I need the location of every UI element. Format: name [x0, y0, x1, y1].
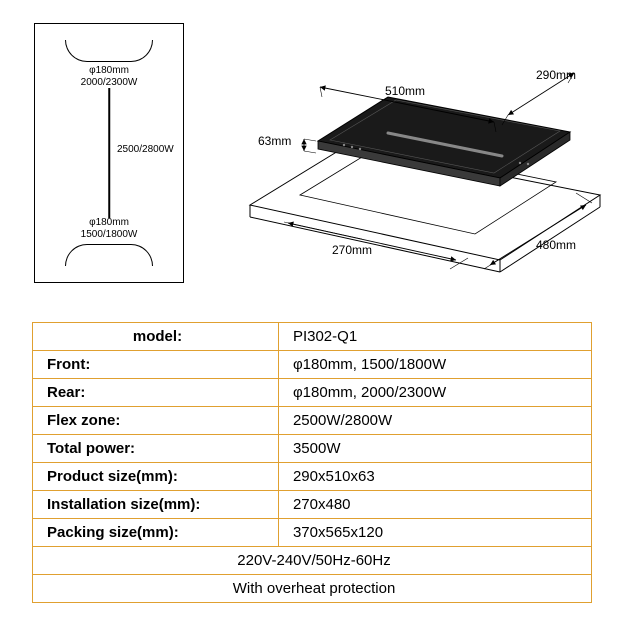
table-row: model: PI302-Q1	[33, 323, 592, 351]
row-value: φ180mm, 1500/1800W	[278, 351, 591, 379]
table-row: Front: φ180mm, 1500/1800W	[33, 351, 592, 379]
table-footer-row: With overheat protection	[33, 575, 592, 603]
spec-table: model: PI302-Q1 Front: φ180mm, 1500/1800…	[32, 322, 592, 603]
dim-63: 63mm	[258, 134, 316, 153]
rear-zone-label: φ180mm 2000/2300W	[81, 65, 138, 89]
row-label: Front:	[33, 351, 279, 379]
dim-label-290: 290mm	[536, 68, 576, 82]
dim-label-480: 480mm	[536, 238, 576, 252]
front-zone-arc	[65, 244, 153, 266]
table-row: Total power: 3500W	[33, 435, 592, 463]
rear-zone-arc	[65, 40, 153, 62]
table-footer-row: 220V-240V/50Hz-60Hz	[33, 547, 592, 575]
flex-zone-label: 2500/2800W	[117, 144, 174, 156]
cooktop-schematic: φ180mm 2000/2300W 2500/2800W φ180mm 1500…	[34, 23, 184, 283]
row-value: 270x480	[278, 491, 591, 519]
dim-label-510: 510mm	[385, 84, 425, 98]
table-row: Packing size(mm): 370x565x120	[33, 519, 592, 547]
front-zone-label: φ180mm 1500/1800W	[81, 217, 138, 241]
row-value: 2500W/2800W	[278, 407, 591, 435]
row-value: PI302-Q1	[278, 323, 591, 351]
footer-protection: With overheat protection	[33, 575, 592, 603]
row-value: 290x510x63	[278, 463, 591, 491]
row-label: Flex zone:	[33, 407, 279, 435]
dim-290: 290mm	[502, 68, 576, 125]
row-label: Installation size(mm):	[33, 491, 279, 519]
dim-label-63: 63mm	[258, 134, 291, 148]
table-row: Product size(mm): 290x510x63	[33, 463, 592, 491]
table-row: Installation size(mm): 270x480	[33, 491, 592, 519]
schematic-center-line	[108, 88, 110, 218]
top-diagram-section: φ180mm 2000/2300W 2500/2800W φ180mm 1500…	[0, 15, 625, 305]
row-label: Rear:	[33, 379, 279, 407]
row-value: 3500W	[278, 435, 591, 463]
footer-voltage: 220V-240V/50Hz-60Hz	[33, 547, 592, 575]
isometric-diagram: 510mm 290mm 63mm 270mm	[240, 45, 610, 275]
row-label: Packing size(mm):	[33, 519, 279, 547]
table-row: Rear: φ180mm, 2000/2300W	[33, 379, 592, 407]
dim-label-270: 270mm	[332, 243, 372, 257]
table-row: Flex zone: 2500W/2800W	[33, 407, 592, 435]
row-label: Total power:	[33, 435, 279, 463]
row-value: φ180mm, 2000/2300W	[278, 379, 591, 407]
row-label: model:	[33, 323, 279, 351]
row-label: Product size(mm):	[33, 463, 279, 491]
row-value: 370x565x120	[278, 519, 591, 547]
